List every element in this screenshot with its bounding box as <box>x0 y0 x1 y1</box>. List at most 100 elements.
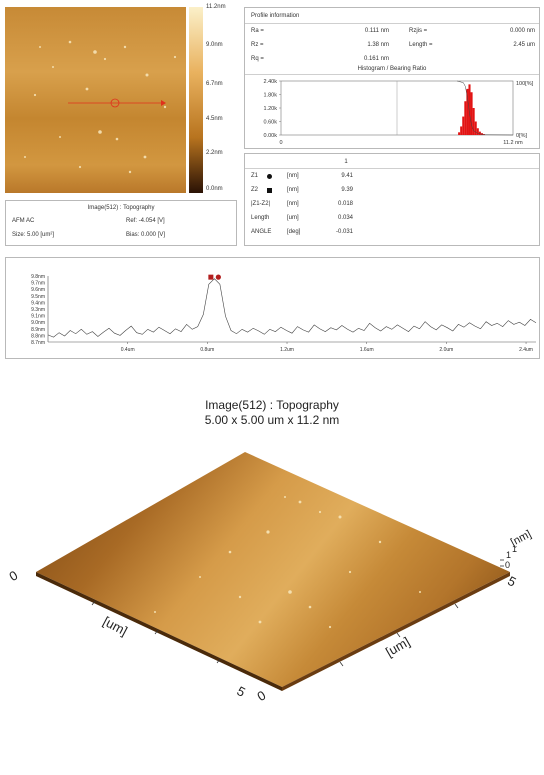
cursor-row-unit: [nm] <box>287 187 299 193</box>
cursor-row-label: Length <box>251 215 270 221</box>
rz-label: Rz = <box>251 42 264 48</box>
profile-ytick-label: 9.6nm <box>31 287 45 293</box>
histogram-bar <box>468 84 471 135</box>
cursor-row-unit: [um] <box>287 215 299 221</box>
bearing-ratio-curve <box>457 80 514 136</box>
cursor-row: |Z1-Z2| [nm] 0.018 <box>245 201 535 211</box>
rzjis-label: Rzjis = <box>409 28 428 34</box>
z-tick-top: 1 <box>512 544 517 554</box>
histogram-bar <box>478 131 481 135</box>
profile-chart-panel: 9.8nm 9.7nm 9.6nm 9.5nm 9.4nm 9.3nm 9.1nm 9.0nm… <box>5 257 540 359</box>
histogram-xright: 11.2 nm <box>503 140 523 146</box>
length-value: 2.45 um <box>513 42 535 48</box>
view3d-title: Image(512) : Topography <box>205 398 339 412</box>
cursor-row-label: Z1 <box>251 173 259 179</box>
cursor-row-label: Z2 <box>251 187 259 193</box>
cursor-row-value: 0.034 <box>337 215 353 221</box>
image-info-bias: Bias: 0.000 [V] <box>126 232 166 238</box>
colorbar-tick: 11.2nm <box>206 4 226 10</box>
profile-ytick-label: 8.9nm <box>31 327 45 333</box>
histogram-bar <box>458 132 461 135</box>
z-tick-zero: 0 <box>505 560 510 570</box>
colorbar-tick: 4.5nm <box>206 116 223 122</box>
colorbar-tick: 6.7nm <box>206 81 223 87</box>
histogram-ytick-label: 1.20k <box>264 106 278 112</box>
origin-bottom-b: 0 <box>255 687 269 704</box>
image-info-mode: AFM AC <box>12 218 35 224</box>
profile-line[interactable] <box>68 98 166 108</box>
profile-ytick-label: 9.5nm <box>31 294 45 300</box>
afm-surface <box>5 7 186 193</box>
surface-edge-right <box>282 572 510 691</box>
cursor-row-value: -0.031 <box>335 229 353 235</box>
histogram-ytick-label: 0.60k <box>264 120 278 126</box>
cursor-row: ANGLE [deg] -0.031 <box>245 229 535 239</box>
cursor-row: Z2 [nm] 9.39 <box>245 187 535 197</box>
histogram-bar <box>476 128 479 135</box>
cursor-row: Z1 [nm] 9.41 <box>245 173 535 183</box>
histogram-ytick-label: 1.80k <box>264 93 278 99</box>
histogram-ytick-label: 2.40k <box>264 79 278 85</box>
cursor-row-value: 9.41 <box>341 173 353 179</box>
image-info-title: Image(512) : Topography <box>87 205 155 211</box>
profile-header: Profile information <box>251 13 300 19</box>
histogram-bar <box>474 121 477 135</box>
rz-value: 1.38 nm <box>367 42 389 48</box>
afm-particles <box>24 40 177 174</box>
profile-ytick-label: 8.7nm <box>31 340 45 346</box>
colorbar-tick: 2.2nm <box>206 150 223 156</box>
cursor1-mark <box>208 274 214 280</box>
colorbar-tick: 0.0nm <box>206 186 223 192</box>
profile-ytick-label: 9.1nm <box>31 314 45 320</box>
image-info-ref: Ref: -4.054 [V] <box>126 218 165 224</box>
surface-top <box>36 452 510 687</box>
axis-ticks <box>91 559 504 667</box>
afm-image-svg <box>5 7 186 193</box>
view3d-surface[interactable]: 0 [um] 5 0 [um] 5 [nm] 1 1 0 <box>0 392 544 775</box>
profile-ytick-label: 9.3nm <box>31 307 45 313</box>
profile-xtick-label: 1.2um <box>280 347 294 353</box>
profile-line-series <box>47 278 537 338</box>
ra-label: Ra = <box>251 28 264 34</box>
histogram-bar <box>470 92 473 135</box>
colorbar-tick: 9.0nm <box>206 42 223 48</box>
origin-bottom-a: 5 <box>234 683 247 700</box>
profile-ytick-label: 8.8nm <box>31 333 45 339</box>
histogram-right-bottom: 0[%] <box>516 133 527 139</box>
length-label: Length = <box>409 42 433 48</box>
histogram-bar <box>462 116 465 135</box>
profile-xtick-label: 1.6um <box>360 347 374 353</box>
profile-ytick-label: 9.7nm <box>31 281 45 287</box>
cursor-row-label: ANGLE <box>251 229 272 235</box>
cursor1-marker-icon <box>267 174 272 179</box>
histogram-ytick-label: 0.00k <box>264 133 278 139</box>
color-bar <box>189 7 203 193</box>
cursor-row-value: 9.39 <box>341 187 353 193</box>
afm-image[interactable] <box>5 7 186 193</box>
cursor-row-unit: [nm] <box>287 201 299 207</box>
z-tick-mid: 1 <box>506 550 511 560</box>
profile-ytick-label: 9.8nm <box>31 274 45 280</box>
histogram-right-top: 100[%] <box>516 81 534 87</box>
histogram-bar <box>466 88 469 135</box>
profile-info-panel: Profile information Ra = 0.111 nm Rzjis … <box>244 7 540 149</box>
histogram-bar <box>472 108 475 135</box>
cursor-row: Length [um] 0.034 <box>245 215 535 225</box>
profile-xtick-label: 0.4um <box>121 347 135 353</box>
cursor-row-value: 0.018 <box>337 201 353 207</box>
view3d-subtitle: 5.00 x 5.00 um x 11.2 nm <box>204 413 340 427</box>
profile-xtick-label: 2.0um <box>439 347 453 353</box>
cursor-row-label: |Z1-Z2| <box>251 201 271 207</box>
cursor2-marker-icon <box>267 188 272 193</box>
cursor2-mark <box>215 274 221 280</box>
histogram-bar <box>464 101 467 135</box>
color-bar-ticks: 11.2nm 9.0nm 6.7nm 4.5nm 2.2nm 0.0nm <box>206 4 240 196</box>
cursor-row-unit: [nm] <box>287 173 299 179</box>
cursor-table-panel: 1 Z1 [nm] 9.41 Z2 [nm] 9.39 |Z1-Z2| [nm] 0.018 Le… <box>244 153 540 246</box>
surface-edge-left <box>36 572 282 691</box>
histogram-xleft: 0 <box>279 140 282 146</box>
rq-label: Rq = <box>251 56 264 62</box>
image-info-size: Size: 5.00 [um²] <box>12 232 55 238</box>
rzjis-value: 0.000 nm <box>509 28 535 34</box>
